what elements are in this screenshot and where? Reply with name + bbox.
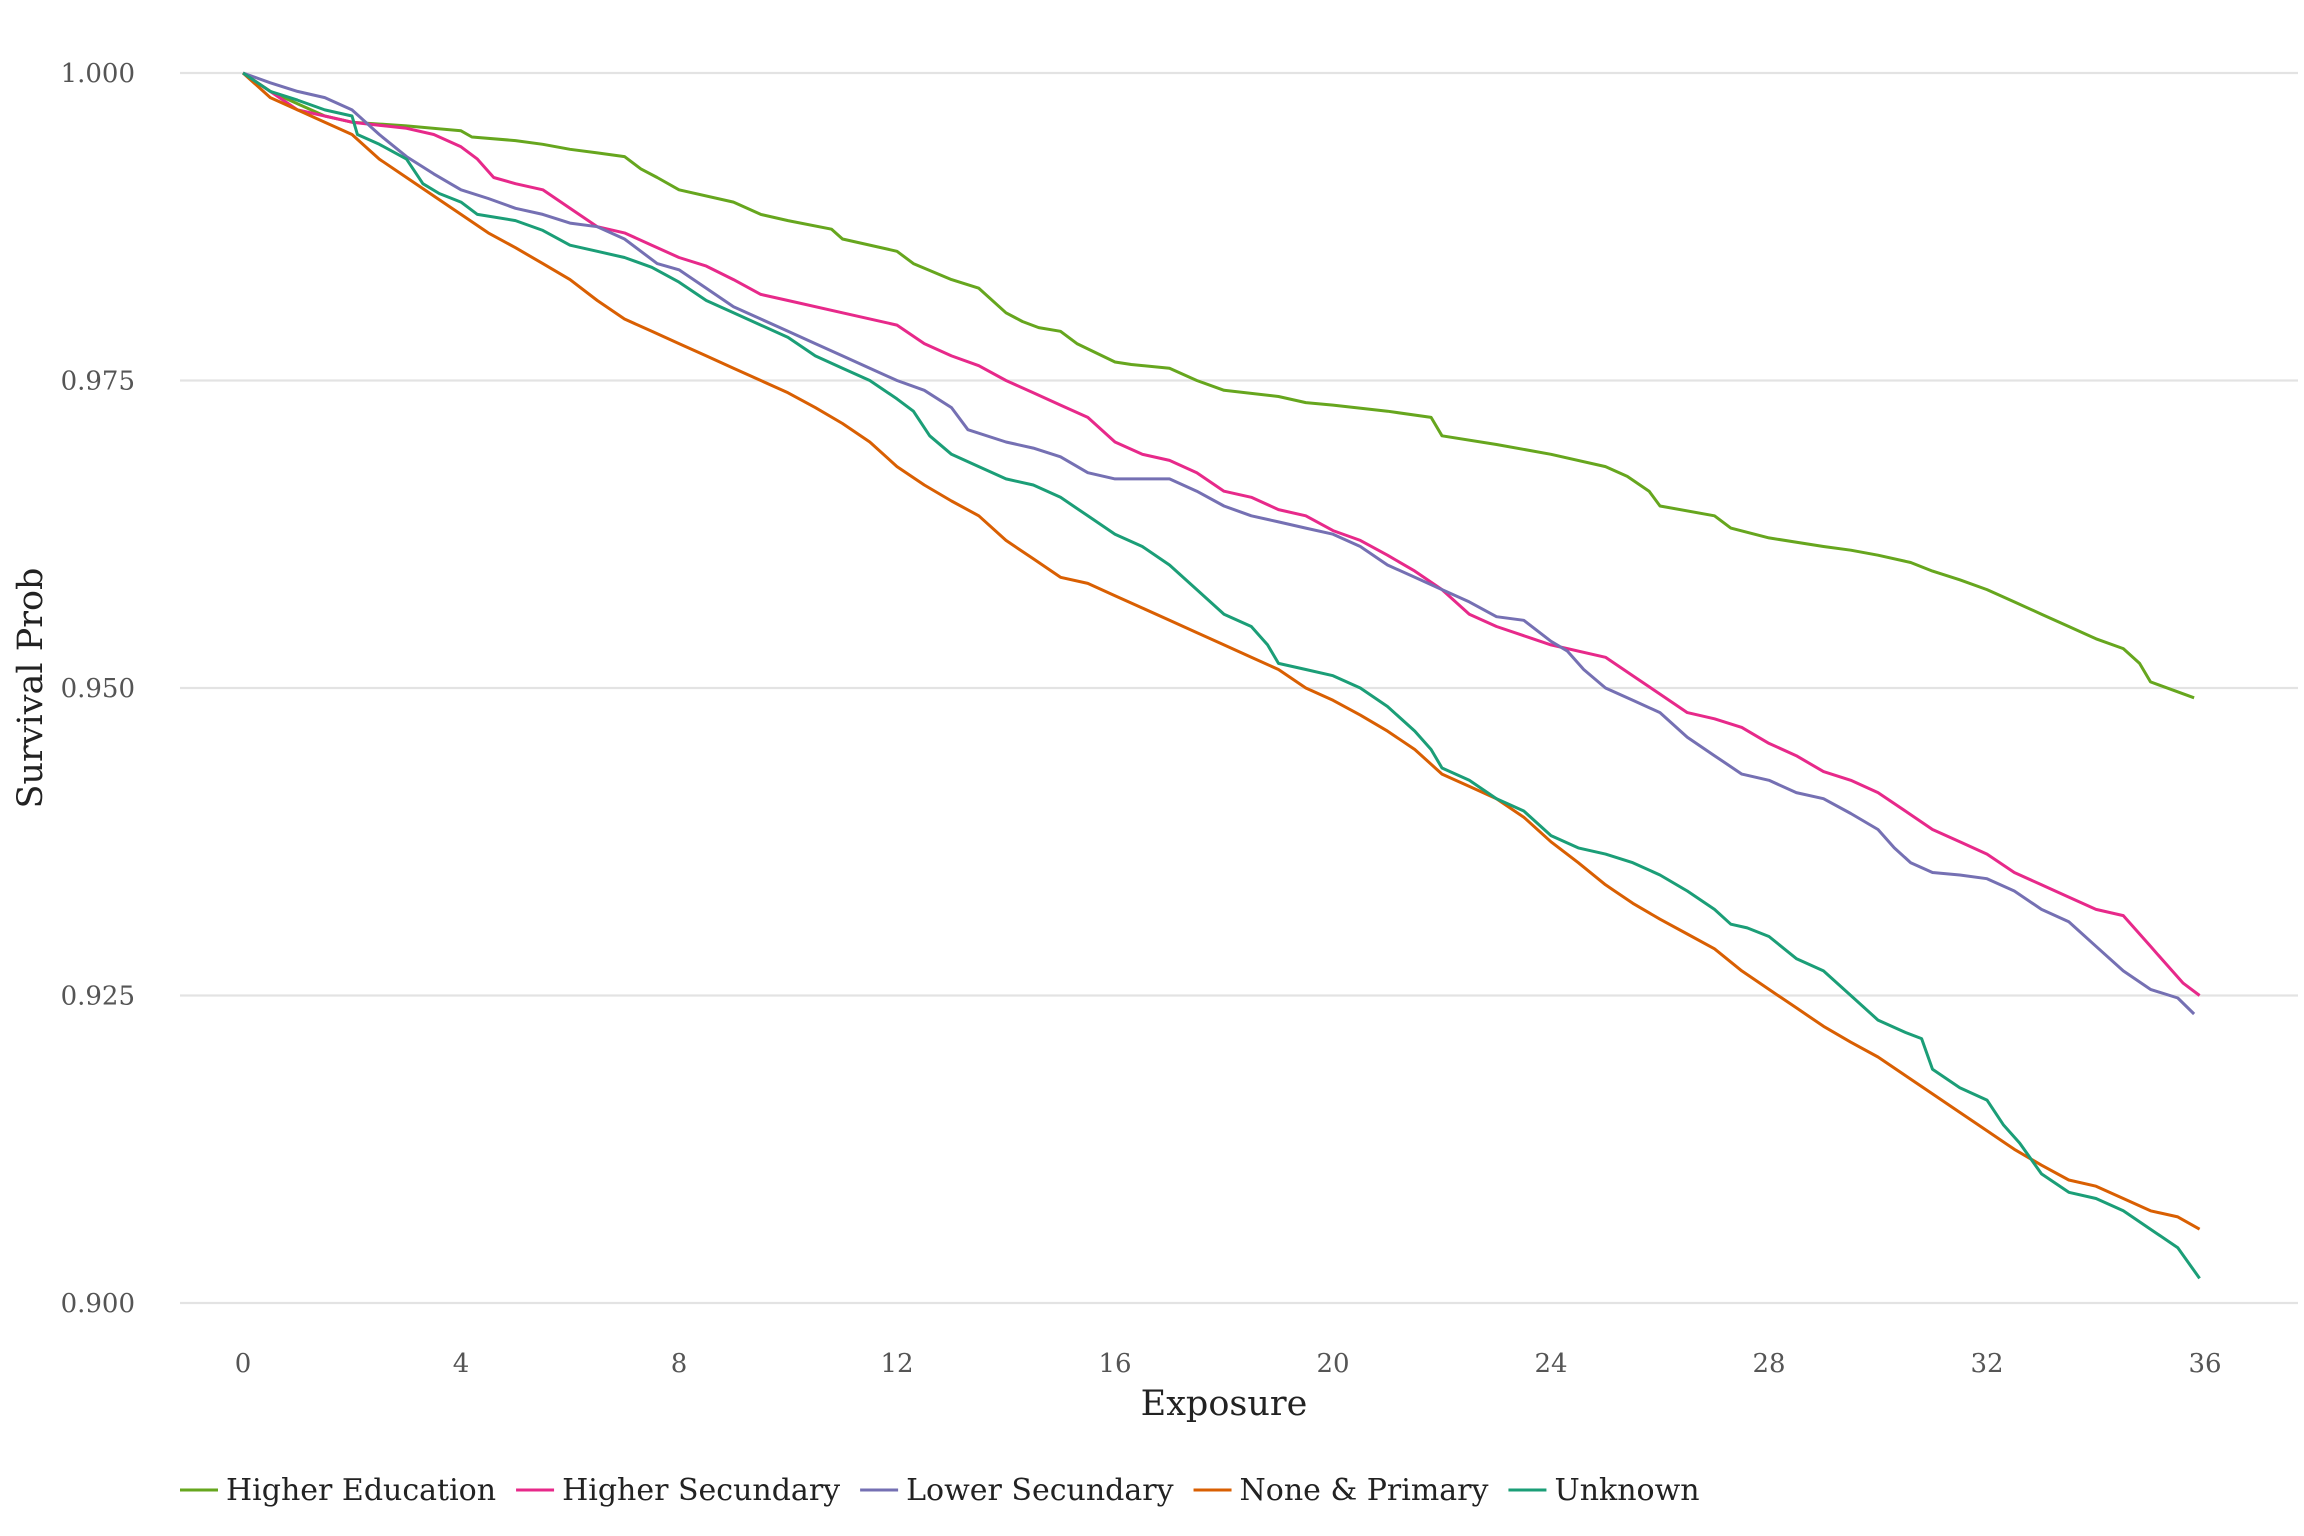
legend-item: Unknown bbox=[1508, 1473, 1700, 1508]
y-tick-label: 1.000 bbox=[61, 59, 135, 89]
x-tick-label: 28 bbox=[1752, 1349, 1785, 1379]
series-line-unknown bbox=[242, 71, 2201, 1280]
legend: Higher Education Higher Secundary Lower Se… bbox=[180, 1473, 1700, 1508]
legend-label: None & Primary bbox=[1240, 1473, 1489, 1508]
x-tick-label: 24 bbox=[1534, 1349, 1567, 1379]
legend-item: Higher Secundary bbox=[516, 1473, 840, 1508]
x-tick-label: 20 bbox=[1316, 1349, 1349, 1379]
legend-item: None & Primary bbox=[1193, 1473, 1489, 1508]
x-tick-label: 16 bbox=[1098, 1349, 1131, 1379]
series-line-none-primary bbox=[241, 71, 2201, 1231]
legend-label: Lower Secundary bbox=[906, 1473, 1173, 1508]
legend-label: Higher Secundary bbox=[562, 1473, 840, 1508]
x-tick-label: 36 bbox=[2188, 1349, 2221, 1379]
legend-label: Unknown bbox=[1554, 1473, 1699, 1508]
x-tick-label: 12 bbox=[880, 1349, 913, 1379]
x-tick-label: 8 bbox=[671, 1349, 688, 1379]
y-axis-title: Survival Prob bbox=[11, 568, 51, 809]
x-tick-label: 32 bbox=[1970, 1349, 2003, 1379]
series-lines bbox=[241, 71, 2201, 1280]
grid-lines bbox=[180, 71, 2298, 1305]
legend-item: Lower Secundary bbox=[860, 1473, 1174, 1508]
y-tick-label: 0.950 bbox=[61, 674, 135, 704]
x-axis-title: Exposure bbox=[1141, 1384, 1308, 1424]
legend-item: Higher Education bbox=[180, 1473, 496, 1508]
y-tick-label: 0.900 bbox=[61, 1289, 135, 1319]
x-axis-tick-labels: 0 4 8 12 16 20 24 28 32 36 bbox=[235, 1349, 2222, 1379]
y-tick-label: 0.975 bbox=[61, 367, 135, 397]
legend-label: Higher Education bbox=[226, 1473, 496, 1508]
series-line-lower-secundary bbox=[242, 71, 2196, 1016]
x-tick-label: 0 bbox=[235, 1349, 252, 1379]
series-line-higher-education bbox=[242, 71, 2195, 700]
y-axis-tick-labels: 0.900 0.925 0.950 0.975 1.000 bbox=[61, 59, 135, 1319]
y-tick-label: 0.925 bbox=[61, 982, 135, 1012]
x-tick-label: 4 bbox=[453, 1349, 470, 1379]
